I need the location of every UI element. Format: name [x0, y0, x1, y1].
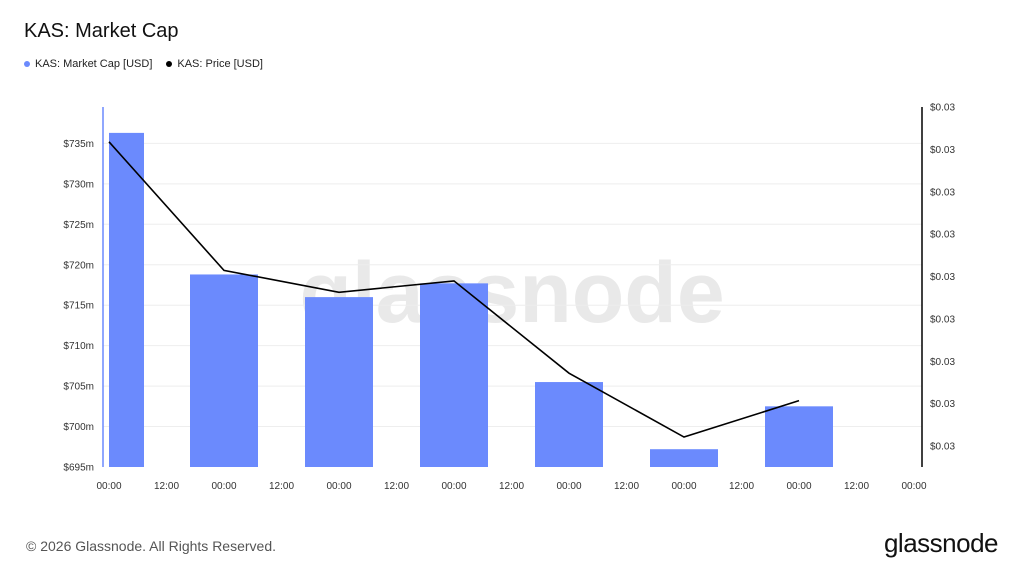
legend-label-price: KAS: Price [USD]	[177, 58, 263, 70]
y-left-tick-label: $700m	[63, 422, 94, 433]
x-tick-label: 12:00	[729, 481, 754, 492]
y-left-tick-label: $715m	[63, 301, 94, 312]
y-right-tick-label: $0.03	[930, 145, 955, 156]
chart-title: KAS: Market Cap	[24, 20, 179, 42]
legend-item-price[interactable]: KAS: Price [USD]	[166, 58, 263, 70]
x-tick-label: 00:00	[786, 481, 811, 492]
y-right-tick-label: $0.03	[930, 230, 955, 241]
y-left-tick-label: $725m	[63, 220, 94, 231]
y-right-tick-label: $0.03	[930, 187, 955, 198]
x-tick-label: 00:00	[556, 481, 581, 492]
y-left-tick-label: $735m	[63, 139, 94, 150]
market-cap-bar	[190, 274, 258, 467]
legend-dot-market-cap	[24, 61, 30, 67]
y-left-tick-label: $720m	[63, 260, 94, 271]
y-right-tick-label: $0.03	[930, 399, 955, 410]
legend-dot-price	[166, 61, 173, 67]
y-right-tick-label: $0.03	[930, 272, 955, 283]
x-tick-label: 00:00	[901, 481, 926, 492]
market-cap-bar	[650, 449, 718, 467]
legend: KAS: Market Cap [USD] KAS: Price [USD]	[24, 58, 263, 70]
y-left-tick-label: $710m	[63, 341, 94, 352]
y-right-tick-label: $0.03	[930, 442, 955, 453]
x-tick-label: 00:00	[211, 481, 236, 492]
market-cap-bar	[305, 297, 373, 467]
legend-item-market-cap[interactable]: KAS: Market Cap [USD]	[24, 58, 152, 70]
y-right-tick-label: $0.03	[930, 357, 955, 368]
x-tick-label: 12:00	[384, 481, 409, 492]
x-tick-label: 12:00	[844, 481, 869, 492]
market-cap-bar	[535, 382, 603, 467]
y-right-tick-label: $0.03	[930, 314, 955, 325]
y-left-tick-label: $695m	[63, 463, 94, 474]
x-tick-label: 12:00	[269, 481, 294, 492]
glassnode-logo: glassnode	[883, 528, 999, 558]
y-left-tick-label: $730m	[63, 179, 94, 190]
x-tick-label: 12:00	[614, 481, 639, 492]
x-tick-label: 00:00	[441, 481, 466, 492]
copyright-text: © 2026 Glassnode. All Rights Reserved.	[26, 538, 277, 554]
x-tick-label: 00:00	[671, 481, 696, 492]
price-line	[108, 141, 800, 438]
x-tick-label: 00:00	[326, 481, 351, 492]
market-cap-bar	[765, 406, 833, 467]
x-tick-label: 12:00	[499, 481, 524, 492]
market-cap-bar	[420, 283, 488, 467]
x-tick-label: 00:00	[96, 481, 121, 492]
y-left-tick-label: $705m	[63, 382, 94, 393]
x-tick-label: 12:00	[154, 481, 179, 492]
market-cap-bar	[109, 132, 144, 467]
y-right-tick-label: $0.03	[930, 103, 955, 114]
legend-label-market-cap: KAS: Market Cap [USD]	[35, 58, 153, 70]
market-cap-chart: glassnode$695m$700m$705m$710m$715m$720m$…	[63, 103, 955, 493]
